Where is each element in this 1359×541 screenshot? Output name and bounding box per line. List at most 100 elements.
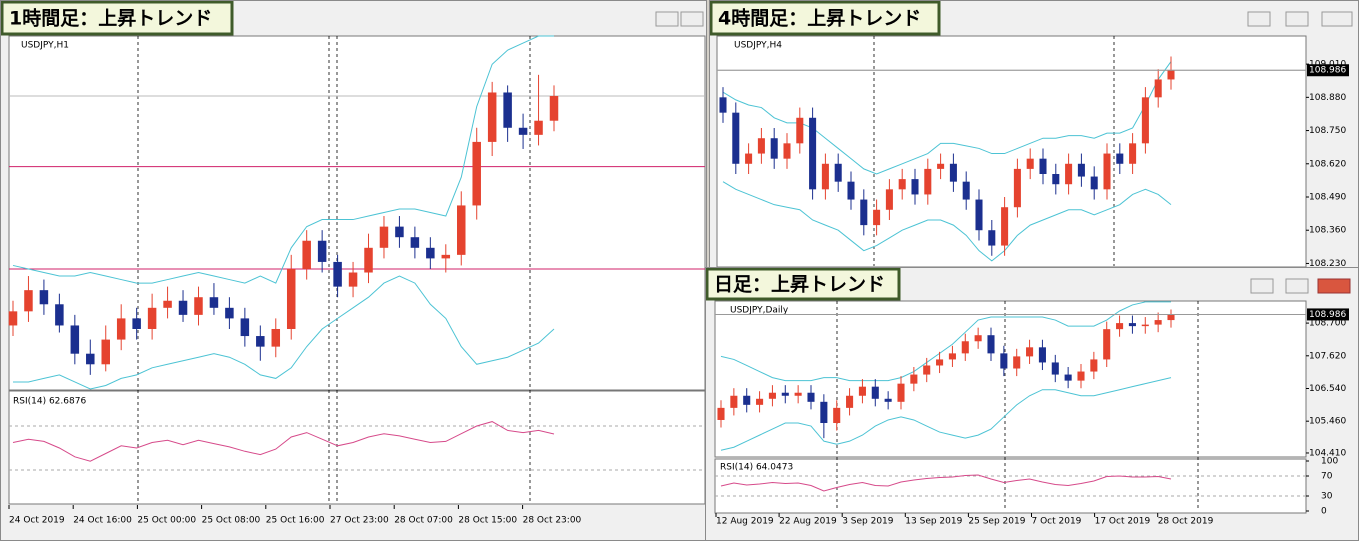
candle-body bbox=[757, 138, 765, 154]
maximize-button[interactable] bbox=[1285, 278, 1309, 294]
candle-body bbox=[846, 395, 854, 408]
candle-body bbox=[975, 199, 983, 231]
x-tick-label: 25 Oct 16:00 bbox=[266, 516, 325, 526]
candle-body bbox=[807, 392, 815, 402]
window-title: 1時間足：上昇トレンド bbox=[9, 8, 212, 30]
current-price-box bbox=[1307, 64, 1349, 77]
maximize-button[interactable] bbox=[680, 11, 704, 27]
rsi-pane bbox=[714, 458, 1307, 514]
minimize-button[interactable] bbox=[655, 11, 679, 27]
candle-body bbox=[962, 181, 970, 200]
candle-body bbox=[833, 407, 841, 424]
symbol-label: USDJPY,H4 bbox=[734, 41, 782, 51]
candle-body bbox=[936, 359, 944, 366]
candle-body bbox=[8, 311, 18, 326]
candle-body bbox=[116, 318, 126, 340]
rsi-tick-label: 100 bbox=[1321, 457, 1338, 467]
candle-body bbox=[70, 325, 80, 354]
x-tick-label: 28 Oct 2019 bbox=[1158, 517, 1214, 527]
x-tick-label: 27 Oct 23:00 bbox=[330, 516, 389, 526]
candle-body bbox=[1077, 371, 1085, 381]
candle-body bbox=[937, 163, 945, 169]
candle-body bbox=[898, 179, 906, 190]
x-tick-label: 24 Oct 2019 bbox=[9, 516, 65, 526]
candle-body bbox=[39, 290, 49, 305]
candle-body bbox=[858, 386, 866, 396]
x-tick-label: 24 Oct 16:00 bbox=[73, 516, 132, 526]
candle-body bbox=[256, 336, 265, 347]
rsi-tick-label: 0 bbox=[1321, 507, 1327, 517]
candle-body bbox=[55, 304, 64, 326]
candle-body bbox=[1090, 176, 1098, 190]
x-tick-label: 7 Oct 2019 bbox=[1032, 517, 1082, 527]
h1-window: 1時間足：上昇トレンド USDJPY,H1 RSI(14) 62.6876 24… bbox=[0, 0, 707, 541]
candle-body bbox=[1051, 362, 1059, 375]
candle-body bbox=[847, 181, 855, 200]
candle-body bbox=[910, 374, 918, 384]
title-box bbox=[1, 1, 234, 36]
candle-body bbox=[961, 341, 969, 354]
minimize-button[interactable] bbox=[1250, 278, 1274, 294]
candle-body bbox=[1000, 353, 1008, 369]
candle-body bbox=[871, 386, 879, 399]
candle-body bbox=[745, 153, 753, 164]
candle-body bbox=[1141, 324, 1149, 327]
x-tick-label: 28 Oct 15:00 bbox=[458, 516, 517, 526]
close-button[interactable] bbox=[1317, 278, 1351, 294]
candle-body bbox=[781, 392, 789, 396]
candle-body bbox=[923, 365, 931, 375]
candle-body bbox=[317, 240, 327, 262]
bollinger-band bbox=[720, 377, 1172, 451]
current-price-box bbox=[1307, 308, 1349, 321]
minimize-button[interactable] bbox=[1247, 11, 1271, 27]
candle-body bbox=[472, 141, 481, 206]
price-pane bbox=[8, 35, 706, 391]
x-tick-label: 12 Aug 2019 bbox=[716, 517, 774, 527]
candle-body bbox=[1103, 153, 1111, 190]
rsi-label: RSI(14) 62.6876 bbox=[13, 397, 86, 407]
candle-body bbox=[974, 335, 982, 342]
candle-body bbox=[194, 297, 203, 315]
x-tick-label: 25 Oct 00:00 bbox=[137, 516, 196, 526]
candle-body bbox=[717, 407, 725, 420]
candle-body bbox=[1026, 158, 1034, 169]
candle-body bbox=[1039, 158, 1047, 174]
rsi-tick-label: 70 bbox=[1321, 472, 1333, 482]
candle-body bbox=[364, 247, 373, 273]
candle-body bbox=[1154, 79, 1162, 98]
h4-chart: 4時間足：上昇トレンド USDJPY,H4 109.010108.880108.… bbox=[710, 1, 1353, 267]
candle-body bbox=[1013, 356, 1021, 369]
rsi-tick-label: 30 bbox=[1321, 492, 1333, 502]
candle-body bbox=[395, 226, 404, 238]
candle-body bbox=[86, 353, 95, 365]
y-tick-label: 108.700 bbox=[1309, 319, 1346, 329]
title-box bbox=[710, 1, 941, 36]
candle-body bbox=[101, 339, 110, 365]
close-button[interactable] bbox=[1321, 11, 1353, 27]
y-tick-label: 108.490 bbox=[1309, 193, 1346, 203]
candle-body bbox=[441, 254, 451, 259]
y-tick-label: 108.750 bbox=[1309, 126, 1346, 136]
candle-body bbox=[286, 268, 296, 329]
candle-body bbox=[240, 318, 250, 337]
current-price-label: 108.986 bbox=[1309, 310, 1346, 320]
x-tick-label: 25 Sep 2019 bbox=[968, 517, 1025, 527]
candle-body bbox=[487, 92, 497, 142]
candle-body bbox=[1077, 163, 1085, 177]
rsi-line bbox=[720, 474, 1172, 492]
candle-body bbox=[1128, 323, 1136, 327]
candle-body bbox=[732, 112, 740, 164]
candle-body bbox=[834, 163, 842, 182]
current-price-label: 108.986 bbox=[1309, 66, 1346, 76]
y-tick-label: 105.460 bbox=[1309, 417, 1346, 427]
candle-body bbox=[271, 328, 281, 347]
maximize-button[interactable] bbox=[1285, 11, 1309, 27]
candle-body bbox=[885, 189, 893, 210]
candle-body bbox=[884, 398, 892, 402]
candle-body bbox=[821, 163, 829, 190]
x-tick-label: 13 Sep 2019 bbox=[905, 517, 962, 527]
window-title: 4時間足：上昇トレンド bbox=[718, 8, 921, 30]
y-tick-label: 104.410 bbox=[1309, 448, 1346, 458]
candle-body bbox=[147, 307, 157, 329]
bollinger-band bbox=[720, 301, 1171, 382]
